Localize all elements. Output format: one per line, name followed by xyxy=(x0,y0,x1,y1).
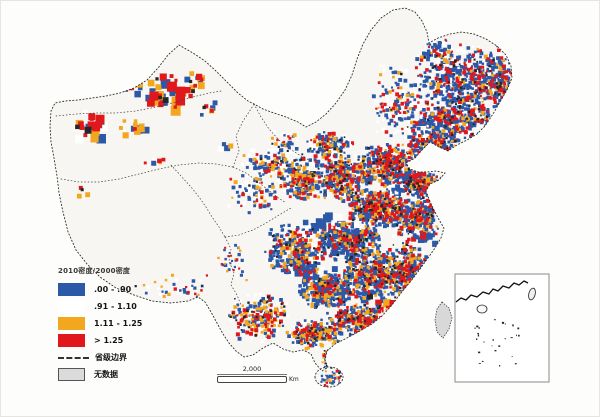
scale-track xyxy=(217,376,287,383)
inset-island-dot xyxy=(492,339,494,341)
inset-island-dot xyxy=(478,327,480,329)
legend-swatch xyxy=(58,283,85,296)
legend-swatch xyxy=(58,317,85,330)
inset-island-dot xyxy=(481,360,484,362)
inset-island-dot xyxy=(491,345,493,347)
inset-hainan-icon xyxy=(476,304,488,314)
inset-island-dot xyxy=(476,325,479,328)
inset-island-dot xyxy=(493,319,496,321)
inset-island-dot xyxy=(476,338,478,340)
legend-swatch xyxy=(58,334,85,347)
province-boundary-line xyxy=(253,103,312,162)
legend-item: > 1.25 xyxy=(58,334,198,347)
inset-island-dot xyxy=(474,327,476,329)
inset-island-dot xyxy=(499,365,501,367)
province-boundary-line xyxy=(232,103,255,168)
legend-item-label: 省级边界 xyxy=(95,353,127,362)
legend-item: 1.11 - 1.25 xyxy=(58,317,198,330)
province-boundaries xyxy=(55,90,312,306)
inset-island-dot xyxy=(477,334,480,337)
inset-island-dot xyxy=(511,356,513,357)
province-boundary-line xyxy=(224,207,292,238)
inset-island-dot xyxy=(514,363,517,365)
legend-item: .91 - 1.10 xyxy=(58,300,198,313)
inset-island-dot xyxy=(478,363,481,364)
inset-island-dot xyxy=(477,332,479,335)
province-boundary-line xyxy=(55,90,222,117)
inset-island-dot xyxy=(517,327,520,330)
inset-coastline xyxy=(455,280,529,303)
legend-item-label: .91 - 1.10 xyxy=(94,302,137,311)
province-boundary-line xyxy=(170,164,226,238)
inset-island-dot xyxy=(516,334,517,337)
nodata-swatch xyxy=(58,368,85,381)
legend-class-items: .00 - .90 .91 - 1.10 1.11 - 1.25 > 1.25 xyxy=(58,283,198,347)
taiwan-nodata-shape xyxy=(434,301,453,339)
province-boundary-line xyxy=(232,166,287,204)
inset-island-dot xyxy=(501,321,505,324)
inset-island-dot xyxy=(498,345,501,347)
scale-bar: 2,000 Km xyxy=(217,365,299,383)
legend-item-label: .00 - .90 xyxy=(94,285,132,294)
inset-island-dot xyxy=(510,337,513,339)
inset-island-dot xyxy=(504,338,506,340)
inset-island-dot xyxy=(478,351,481,354)
density-dots-w-layer1 xyxy=(146,40,512,386)
inset-island-dot xyxy=(494,350,497,352)
scale-distance: 2,000 xyxy=(217,365,287,375)
map-legend: 2010密度/2000密度 .00 - .90 .91 - 1.10 1.11 - … xyxy=(58,266,198,385)
legend-title: 2010密度/2000密度 xyxy=(58,267,131,275)
inset-island-dot xyxy=(518,334,520,337)
south-china-sea-inset xyxy=(454,273,550,383)
national-boundary xyxy=(49,7,513,388)
inset-island-dot xyxy=(512,324,514,327)
inset-islands xyxy=(474,319,520,367)
scale-unit: Km xyxy=(289,376,299,383)
province-boundary-line xyxy=(60,162,234,183)
province-boundary-line xyxy=(224,236,242,306)
boundary-dash-icon xyxy=(58,356,89,359)
legend-item-label: 1.11 - 1.25 xyxy=(94,319,143,328)
inset-island-dot xyxy=(504,323,506,325)
inset-island-dot xyxy=(483,341,485,343)
legend-item-label: 无数据 xyxy=(94,370,118,379)
legend-item: .00 - .90 xyxy=(58,283,198,296)
legend-item-boundary: 省级边界 xyxy=(58,351,198,364)
legend-item-nodata: 无数据 xyxy=(58,368,198,381)
legend-item-label: > 1.25 xyxy=(94,336,124,345)
legend-swatch xyxy=(58,300,85,313)
inset-taiwan-icon xyxy=(528,287,536,301)
